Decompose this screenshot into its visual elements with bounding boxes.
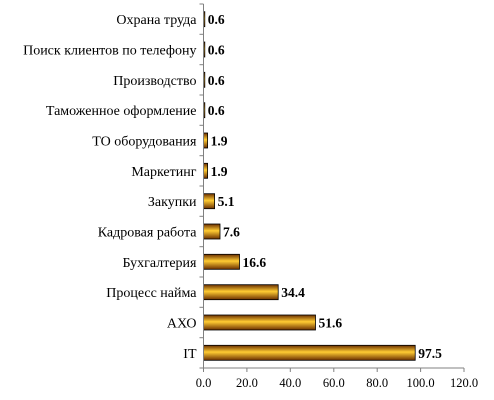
bar: [203, 223, 221, 240]
category-label: Таможенное оформление: [46, 104, 197, 119]
bar: [203, 284, 279, 301]
category-label: Поиск клиентов по телефону: [23, 44, 196, 59]
x-tick-label: 120.0: [450, 376, 478, 390]
bars-group: [203, 11, 416, 361]
value-label: 1.9: [211, 164, 228, 179]
value-label: 7.6: [223, 225, 240, 240]
value-label: 0.6: [208, 12, 225, 27]
x-tick-label: 40.0: [279, 376, 301, 390]
value-label: 5.1: [218, 194, 235, 209]
bar: [203, 132, 208, 149]
value-label: 97.5: [418, 346, 442, 361]
category-label: Процесс найма: [106, 286, 197, 301]
value-label: 1.9: [211, 134, 228, 149]
x-tick-label: 100.0: [407, 376, 435, 390]
category-label: IT: [183, 347, 197, 362]
category-label: Закупки: [148, 195, 197, 210]
category-label: Маркетинг: [131, 165, 196, 180]
category-label: Бухгалтерия: [122, 256, 197, 271]
value-label: 0.6: [208, 73, 225, 88]
bar: [203, 193, 216, 210]
category-label: АХО: [167, 317, 197, 332]
value-label: 0.6: [208, 103, 225, 118]
category-label: ТО оборудования: [92, 135, 197, 150]
bar: [203, 344, 416, 361]
axes-group: [199, 3, 465, 372]
category-label: Охрана труда: [116, 13, 197, 28]
x-tick-label: 0.0: [196, 376, 212, 390]
bar: [203, 314, 316, 331]
value-label: 16.6: [243, 255, 267, 270]
value-label: 51.6: [319, 316, 343, 331]
bar: [203, 253, 240, 270]
value-label: 0.6: [208, 43, 225, 58]
x-tick-label: 80.0: [366, 376, 388, 390]
bar: [203, 162, 208, 179]
category-label: Производство: [113, 74, 196, 89]
value-label: 34.4: [281, 285, 305, 300]
x-tick-label: 60.0: [323, 376, 345, 390]
labels-group: Охрана труда 0.6 Поиск клиентов по телефон…: [23, 12, 478, 390]
x-tick-label: 20.0: [236, 376, 258, 390]
category-label: Кадровая работа: [98, 226, 198, 241]
